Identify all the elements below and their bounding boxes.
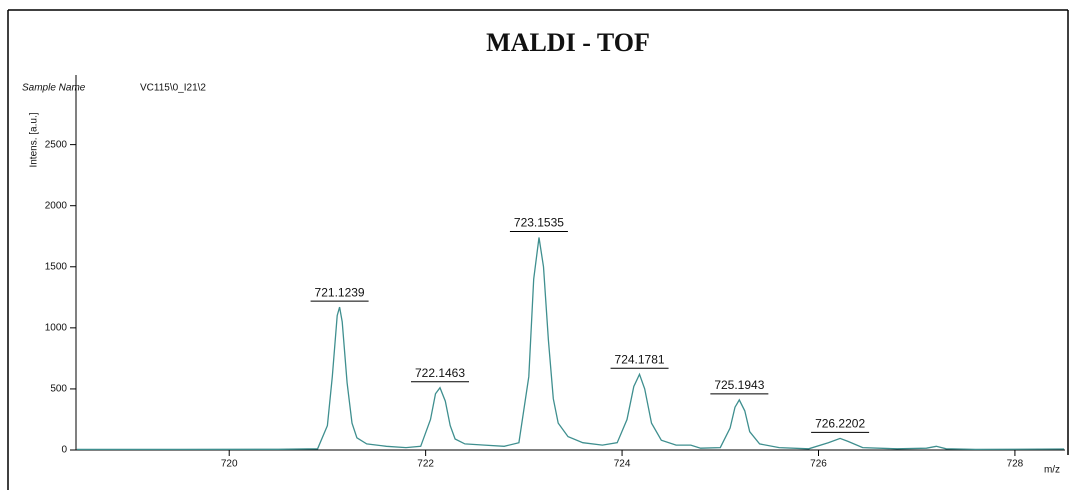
peak-label: 726.2202 <box>815 417 865 431</box>
sample-name: VC115\0_I21\2 <box>140 83 206 94</box>
spectrum-line <box>77 237 1065 451</box>
y-tick-label: 1000 <box>45 322 68 333</box>
x-tick-label: 726 <box>810 459 827 470</box>
chart-title: MALDI - TOF <box>486 28 650 57</box>
peak-label: 723.1535 <box>514 216 564 230</box>
x-tick-label: 724 <box>614 459 631 470</box>
x-tick-label: 728 <box>1007 459 1024 470</box>
y-tick-label: 2500 <box>45 139 68 150</box>
x-tick-label: 720 <box>221 459 238 470</box>
peak-label: 722.1463 <box>415 366 465 380</box>
peak-label: 725.1943 <box>714 378 764 392</box>
y-tick-label: 2000 <box>45 200 68 211</box>
y-tick-label: 0 <box>61 445 67 456</box>
peak-label: 721.1239 <box>315 285 365 299</box>
peak-label: 724.1781 <box>615 352 665 366</box>
x-tick-label: 722 <box>417 459 434 470</box>
sample-label: Sample Name <box>22 83 86 94</box>
y-axis-label: Intens. [a.u.] <box>29 112 40 167</box>
y-tick-label: 500 <box>50 384 67 395</box>
x-axis-label: m/z <box>1044 465 1060 476</box>
y-tick-label: 1500 <box>45 261 68 272</box>
